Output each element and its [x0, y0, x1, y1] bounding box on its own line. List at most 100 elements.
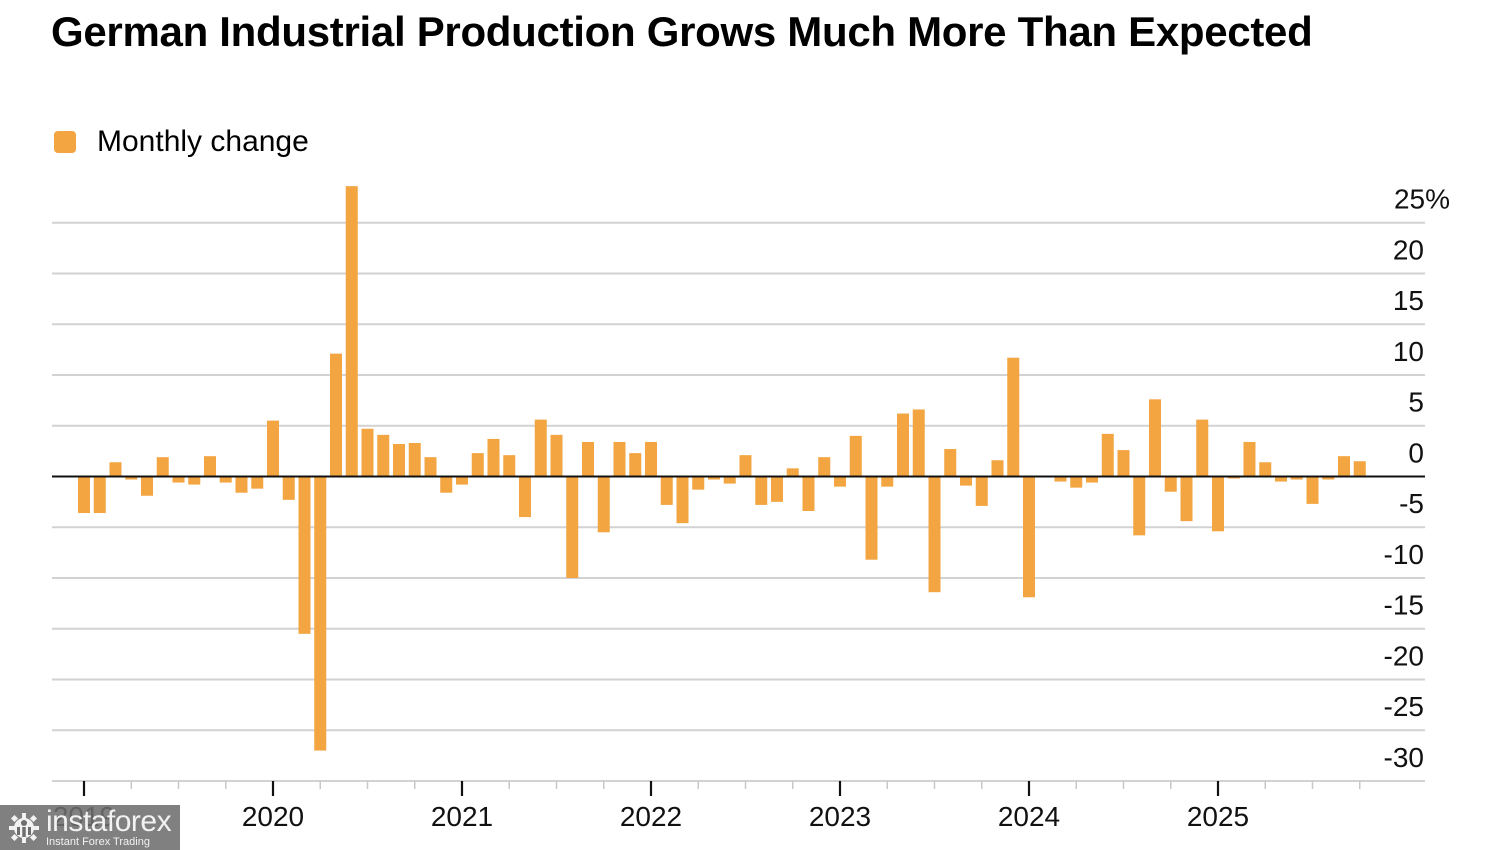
x-tick-label: 2022: [620, 801, 682, 832]
bar: [739, 455, 752, 477]
bar: [1070, 476, 1083, 488]
bar: [78, 476, 90, 514]
bar: [393, 443, 405, 477]
bar: [1086, 476, 1098, 483]
y-tick-label: -30: [1384, 742, 1424, 773]
y-tick-label: 15: [1393, 285, 1424, 316]
legend-swatch: [54, 131, 76, 153]
bar: [629, 453, 642, 477]
bar: [298, 476, 311, 634]
bar: [1164, 476, 1177, 492]
bar: [377, 434, 390, 477]
bar: [235, 476, 248, 493]
bar: [849, 435, 862, 477]
chart-title: German Industrial Production Grows Much …: [51, 8, 1313, 55]
bar: [1212, 476, 1224, 532]
bar: [282, 476, 295, 500]
bar: [1007, 357, 1020, 477]
x-tick-label: 2024: [998, 801, 1060, 832]
bar: [944, 449, 957, 477]
x-tick-label: 2021: [431, 801, 493, 832]
bar: [597, 476, 610, 533]
bar: [1290, 476, 1303, 480]
bar: [188, 476, 201, 485]
bar: [865, 476, 878, 560]
y-tick-label: -15: [1384, 590, 1424, 621]
bar: [897, 413, 909, 477]
bar: [204, 456, 216, 477]
bar: [1243, 441, 1256, 477]
bar: [345, 186, 358, 477]
instaforex-logo-icon: [9, 812, 39, 843]
y-tick-label: -25: [1384, 691, 1424, 722]
x-tick-label: 2025: [1187, 801, 1249, 832]
y-axis-labels: 25% 20 15 10 5 0 -5 -10 -15 -20 -25 -30: [1384, 184, 1450, 773]
bar: [1180, 476, 1193, 522]
bar: [1259, 462, 1272, 477]
bar: [1101, 433, 1114, 477]
bar: [550, 434, 563, 477]
bar: [1322, 476, 1335, 480]
bar: [93, 476, 106, 514]
bar: [534, 419, 547, 477]
bar: [109, 462, 122, 477]
y-tick-label: 25%: [1394, 184, 1450, 215]
bar: [251, 476, 264, 489]
bar: [1023, 476, 1035, 598]
bar: [928, 476, 941, 593]
y-tick-label: -10: [1384, 539, 1424, 570]
bar: [692, 476, 705, 490]
bar: [156, 457, 169, 477]
bar: [912, 409, 925, 477]
bar: [219, 476, 232, 483]
bar: [1338, 456, 1350, 477]
legend: Monthly change: [54, 124, 309, 160]
bar: [723, 476, 736, 484]
bar: [1227, 476, 1240, 479]
gridlines: [52, 221, 1425, 782]
bar: [1353, 461, 1366, 477]
y-tick-label: -5: [1399, 488, 1424, 519]
bar: [582, 441, 594, 477]
x-tick-label: 2023: [809, 801, 871, 832]
y-tick-label: -20: [1384, 640, 1424, 671]
bar: [786, 468, 799, 477]
bar: [960, 476, 972, 486]
y-tick-label: 5: [1408, 387, 1424, 418]
bar: [1149, 399, 1161, 477]
bar: [503, 455, 516, 477]
bar: [1306, 476, 1319, 504]
bar: [361, 428, 374, 477]
bar: [755, 476, 768, 505]
bar: [708, 476, 720, 480]
bar: [424, 457, 437, 477]
watermark: instaforex Instant Forex Trading: [0, 805, 180, 850]
y-tick-label: 10: [1393, 336, 1424, 367]
x-tick-label: 2020: [242, 801, 304, 832]
bar: [141, 476, 153, 496]
bar: [566, 476, 579, 578]
bar: [834, 476, 846, 487]
legend-label: Monthly change: [97, 125, 309, 158]
bar: [676, 476, 689, 524]
bar: [1196, 419, 1209, 477]
bar: [456, 476, 468, 485]
bar: [818, 457, 831, 477]
bar: [1054, 476, 1067, 482]
y-tick-label: 0: [1408, 437, 1424, 468]
bar: [802, 476, 815, 511]
bar: [1133, 476, 1146, 536]
bar: [1275, 476, 1287, 482]
watermark-tagline: Instant Forex Trading: [46, 835, 150, 848]
bars: [78, 186, 1366, 751]
bar: [330, 353, 342, 477]
bar: [487, 438, 500, 477]
bar: [645, 441, 657, 477]
bar: [519, 476, 531, 518]
bar: [881, 476, 894, 487]
bar: [471, 453, 484, 477]
bar: [771, 476, 783, 502]
bar: [314, 476, 327, 751]
bar: [991, 460, 1004, 477]
bar: [660, 476, 673, 505]
